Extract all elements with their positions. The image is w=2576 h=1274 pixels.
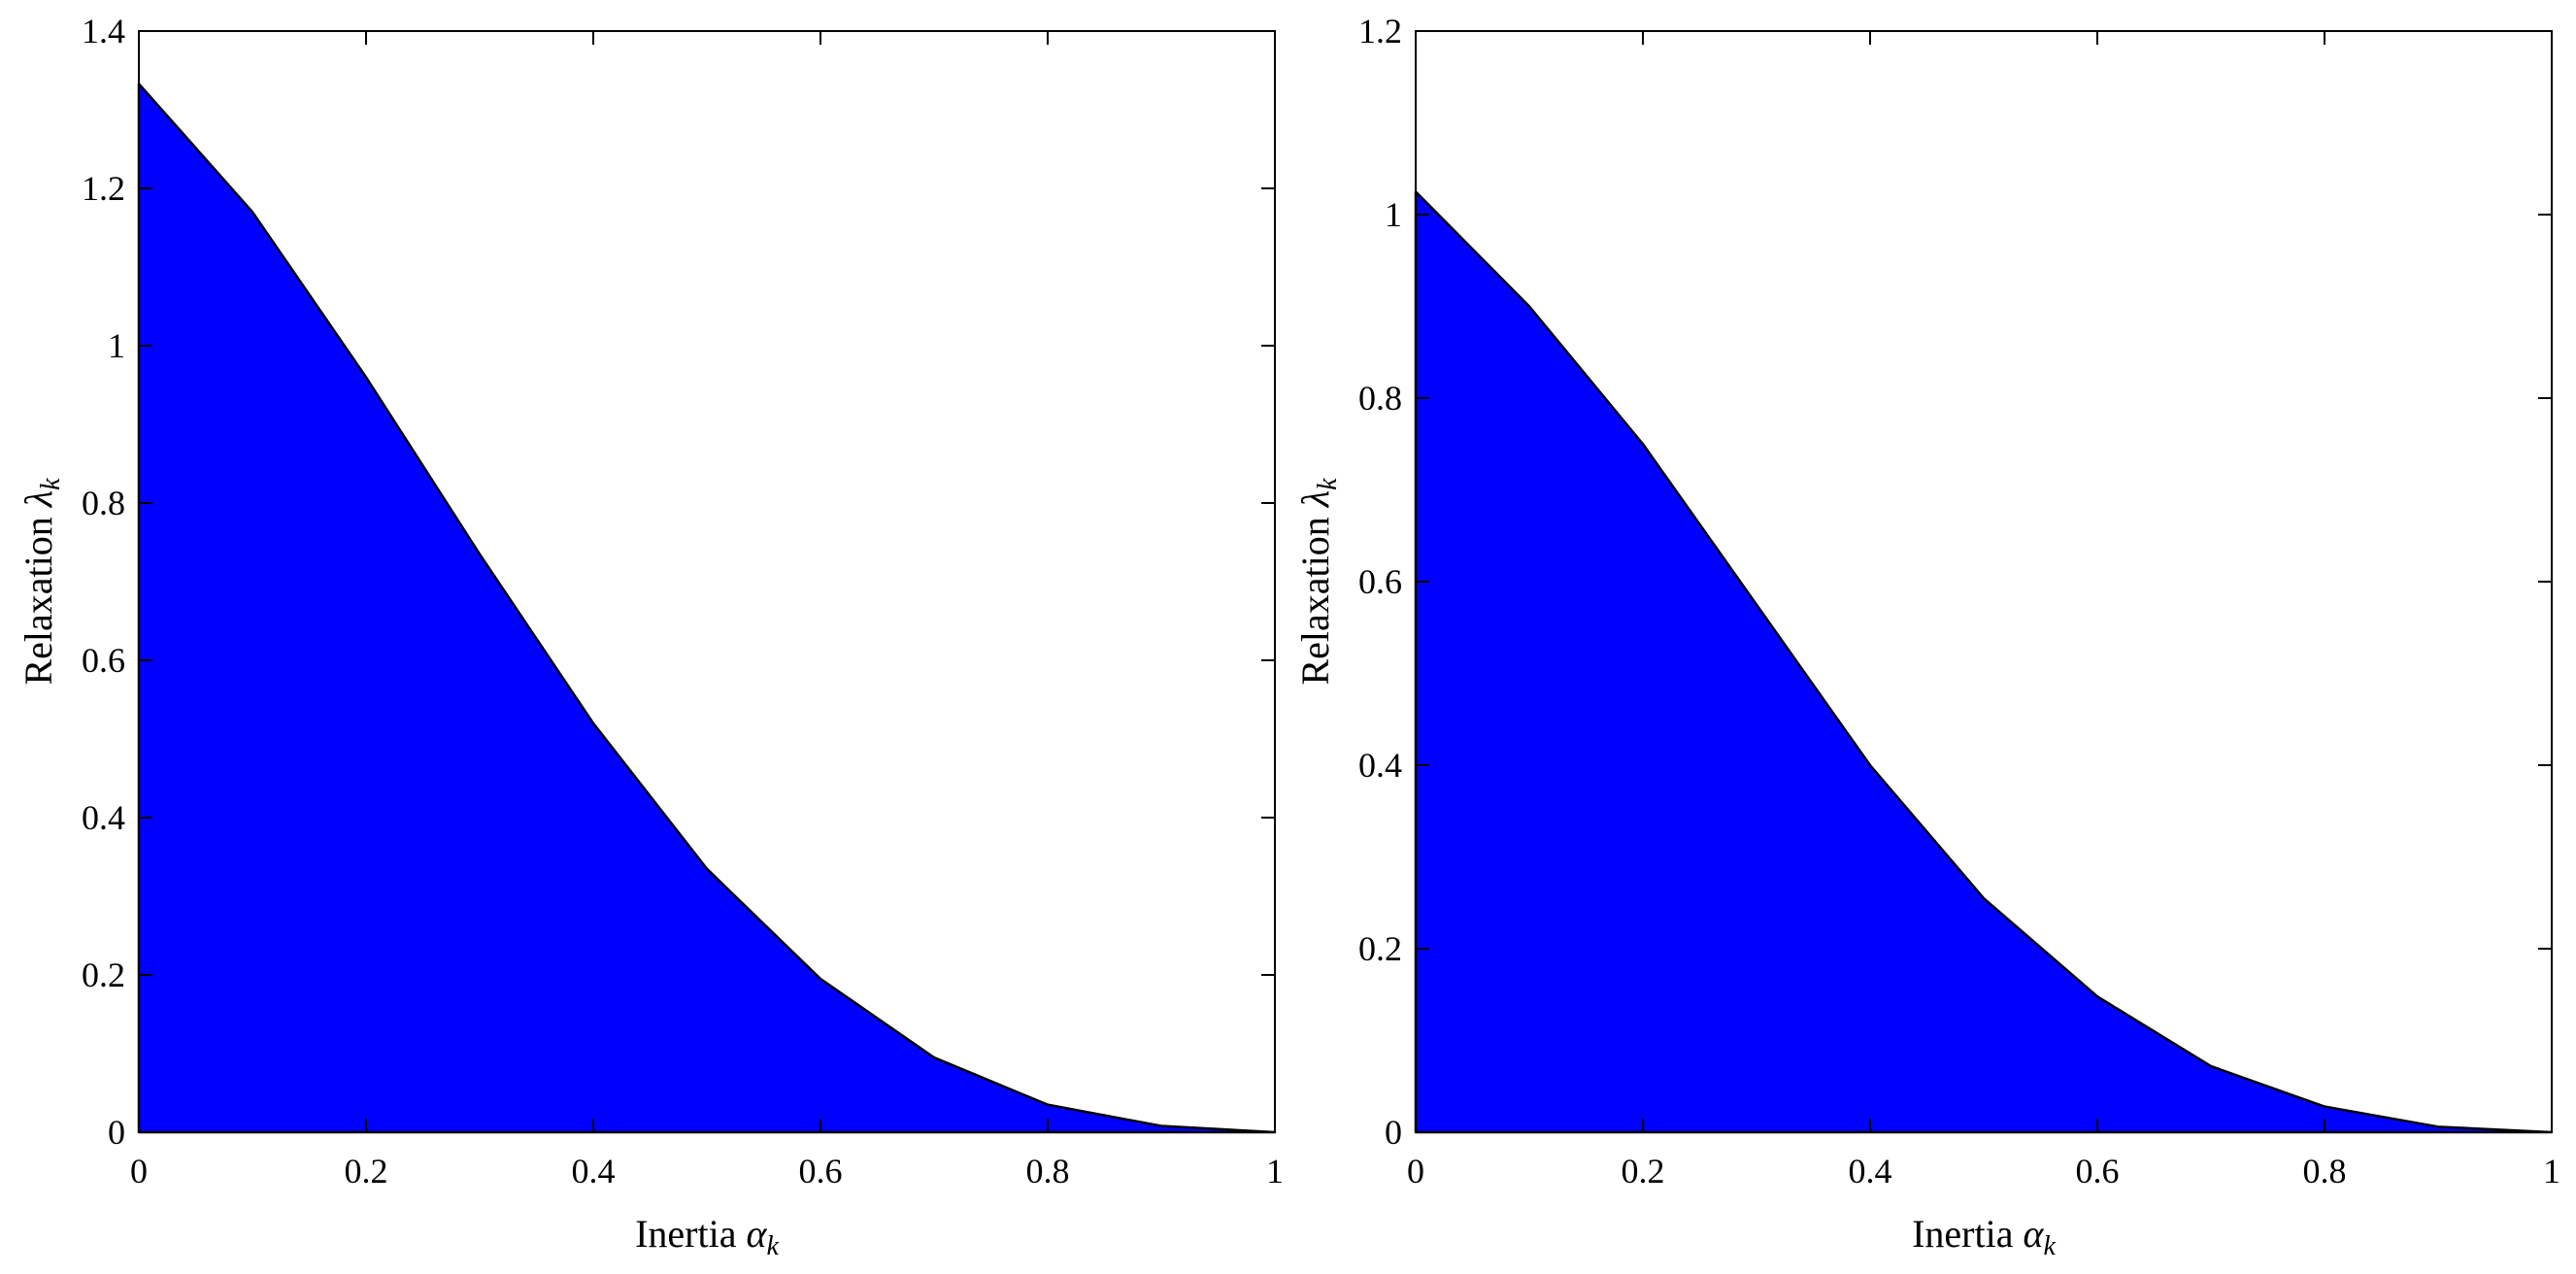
y-axis-label: Relaxation λk [17,478,66,686]
data-point [1528,306,1530,307]
x-tick-label: 0.4 [572,1152,616,1190]
x-axis-label: Inertia αk [635,1212,779,1261]
y-tick-label: 0.4 [1358,746,1402,785]
y-tick-label: 1 [1385,195,1402,234]
data-point [933,1056,935,1058]
y-tick-label: 1.4 [82,12,125,50]
x-tick-label: 0.8 [1026,1152,1070,1190]
data-point [820,978,821,980]
axes-box [138,30,1276,1133]
x-tick-label: 0.2 [1622,1152,1665,1190]
area-fill [1414,190,2554,1134]
area-fill [137,83,1277,1134]
data-point [2096,995,2098,997]
y-tick-label: 0.8 [1358,379,1402,418]
data-point [2437,1125,2439,1127]
y-tick-label: 1 [108,326,125,365]
x-tick-label: 1 [1266,1152,1284,1190]
y-tick-label: 0.2 [82,956,125,994]
data-point [706,868,708,870]
data-point [1869,764,1871,766]
x-tick-label: 0 [130,1152,148,1190]
data-point [479,553,481,555]
x-tick-label: 0.8 [2303,1152,2347,1190]
chart-panel-2: 0 0.2 0.4 0.6 0.8 1 0 0.2 0.4 0.6 0.8 1 1.2 Inertia α… [1293,12,2560,1261]
y-tick-label: 0.6 [82,641,125,680]
data-point [2210,1065,2212,1067]
y-tick-label: 0 [108,1113,125,1152]
y-tick-label: 1.2 [1358,12,1402,50]
data-point [1160,1125,1162,1127]
y-axis-label: Relaxation λk [1293,478,1343,686]
data-point [251,211,253,213]
y-tick-label: 0.6 [1358,562,1402,601]
x-tick-label: 0.2 [345,1152,388,1190]
x-tick-label: 0.4 [1849,1152,1892,1190]
data-point [592,722,594,724]
x-tick-label: 1 [2543,1152,2560,1190]
data-point [365,376,367,378]
x-tick-label: 0 [1407,1152,1424,1190]
data-point [1756,604,1757,606]
y-tick-label: 0 [1385,1113,1402,1152]
y-tick-label: 0.8 [82,484,125,522]
y-tick-label: 0.4 [82,798,125,837]
x-tick-label: 0.6 [2076,1152,2120,1190]
data-point [1642,443,1644,445]
chart-panel-1: 0 0.2 0.4 0.6 0.8 1 0 0.2 0.4 0.6 0.8 1 1.2 1.4 Inerti… [17,12,1284,1261]
y-tick-label: 0.2 [1358,929,1402,968]
data-point [1983,897,1985,899]
data-point [1047,1104,1049,1106]
x-tick-label: 0.6 [799,1152,843,1190]
x-axis-label: Inertia αk [1912,1212,2056,1261]
y-tick-label: 1.2 [82,169,125,208]
